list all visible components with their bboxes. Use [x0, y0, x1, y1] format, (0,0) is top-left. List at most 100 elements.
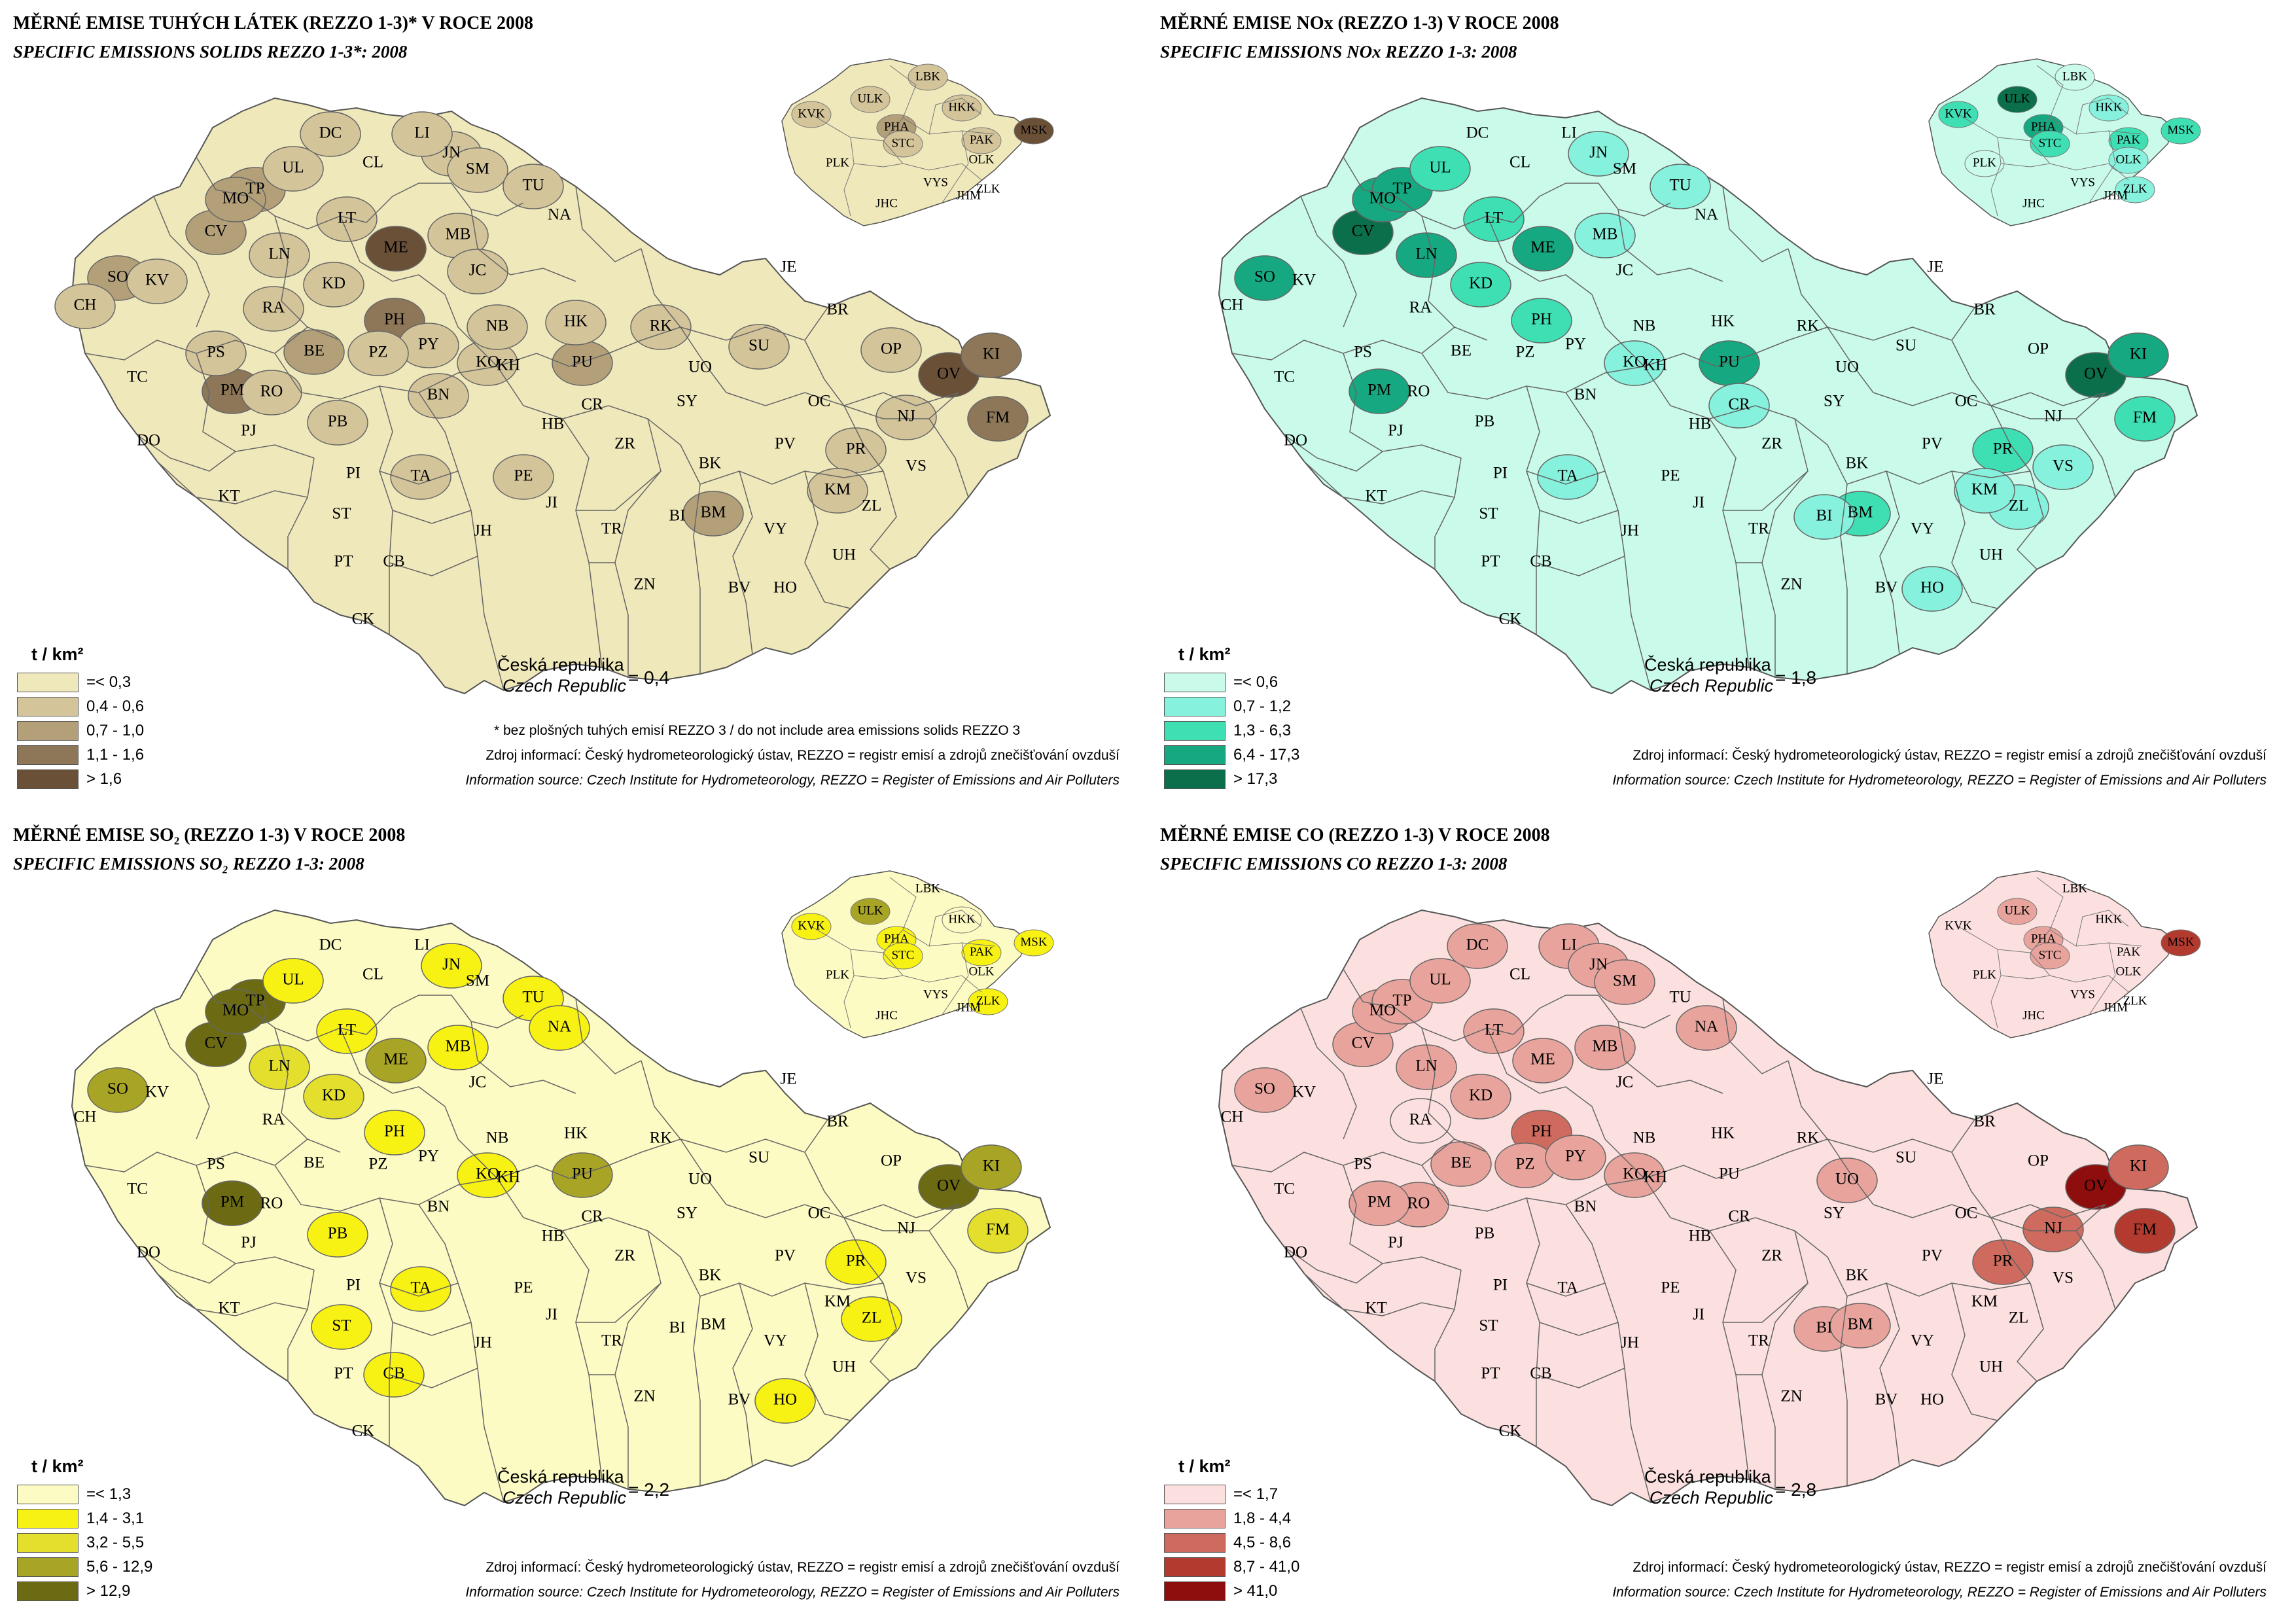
- district-label-fm: FM: [986, 1221, 1010, 1239]
- district-label-st: ST: [332, 505, 351, 523]
- district-boundary: [340, 1027, 459, 1140]
- district-label-hb: HB: [1689, 1227, 1712, 1245]
- district-boundary: [287, 457, 315, 569]
- district-boundary: [379, 1282, 459, 1297]
- footnote: * bez plošných tuhých emisí REZZO 3 / do…: [494, 723, 1021, 738]
- district-boundary: [1303, 461, 1455, 504]
- district-label-br: BR: [1973, 1113, 1996, 1131]
- district-boundary: [843, 392, 959, 419]
- district-boundary: [562, 405, 701, 674]
- inset-region-msk-fill: [1014, 117, 1054, 145]
- district-ul-fill: [262, 146, 324, 192]
- district-boundary: [576, 470, 662, 511]
- panel-solids: MĚRNÉ EMISE TUHÝCH LÁTEK (REZZO 1-3)* V …: [0, 0, 1147, 812]
- district-label-op: OP: [881, 340, 902, 358]
- district-label-ji: JI: [1693, 494, 1704, 512]
- district-boundary: [137, 434, 236, 472]
- district-label-zn: ZN: [1780, 576, 1802, 593]
- district-label-kv: KV: [145, 272, 169, 289]
- inset-label-stc: STC: [892, 948, 915, 962]
- district-label-oc: OC: [808, 393, 831, 410]
- district-label-bm: BM: [701, 504, 726, 521]
- district-label-so: SO: [1254, 268, 1275, 286]
- country-total-label: Česká republika Czech Republic: [497, 1466, 626, 1508]
- district-label-li: LI: [414, 124, 430, 142]
- district-boundary: [732, 1282, 753, 1467]
- legend-label: 0,7 - 1,2: [1233, 697, 1292, 715]
- district-boundary: [287, 1269, 315, 1381]
- district-boundary: [1722, 186, 1789, 262]
- district-boundary: [1846, 1282, 2031, 1297]
- district-boundary: [1539, 1322, 1619, 1336]
- district-label-vy: VY: [1911, 1332, 1934, 1350]
- legend-label: =< 0,6: [1233, 673, 1279, 691]
- legend-label: =< 0,3: [86, 673, 132, 691]
- district-boundary: [614, 1230, 662, 1489]
- district-label-bn: BN: [427, 1198, 450, 1216]
- district-label-ro: RO: [260, 1195, 283, 1212]
- district-label-ph: PH: [384, 311, 405, 328]
- district-boundary: [1284, 434, 1383, 472]
- district-kd-fill: [1450, 262, 1511, 308]
- legend-swatch: [1164, 672, 1226, 692]
- district-boundary: [1536, 1368, 1625, 1388]
- district-label-cr: CR: [581, 396, 603, 414]
- district-label-zl: ZL: [862, 1309, 882, 1327]
- district-label-fm: FM: [986, 409, 1010, 427]
- district-label-br: BR: [826, 1113, 849, 1131]
- district-lt-fill: [1463, 1008, 1525, 1054]
- district-boundary: [575, 998, 642, 1074]
- inset-label-kvk: KVK: [798, 107, 824, 120]
- source-cz: Zdroj informací: Český hydrometeorologic…: [485, 748, 1120, 763]
- district-fm-fill: [2114, 1208, 2176, 1254]
- district-zl-fill: [841, 1296, 902, 1342]
- legend-swatch: [1164, 720, 1226, 741]
- inset-boundary: [853, 163, 904, 168]
- inset-region-stc-fill: [883, 942, 923, 970]
- legend-item: 1,3 - 6,3: [1164, 718, 1299, 743]
- district-so-fill: [1234, 255, 1296, 301]
- legend-unit: t / km²: [31, 1456, 84, 1476]
- district-label-jn: JN: [442, 956, 461, 974]
- legend-label: =< 1,3: [86, 1485, 132, 1503]
- inset-label-kvk: KVK: [798, 919, 824, 932]
- legend-label: 6,4 - 17,3: [1233, 745, 1300, 764]
- district-ta-fill: [390, 1266, 451, 1312]
- district-label-li: LI: [1561, 936, 1577, 954]
- country-name-cz: Česká republika: [497, 655, 624, 675]
- inset-region-zlk-fill: [2115, 176, 2155, 203]
- legend-item: > 1,6: [17, 767, 144, 791]
- district-me-fill: [1512, 1038, 1574, 1084]
- district-label-ko: KO: [476, 353, 499, 371]
- map-title: MĚRNÉ EMISE CO (REZZO 1-3) V ROCE 2008: [1160, 825, 1550, 845]
- district-label-jc: JC: [469, 1074, 486, 1091]
- country-total-label: Česká republika Czech Republic: [497, 654, 626, 696]
- district-boundary: [1434, 1269, 1462, 1381]
- inset-label-vys: VYS: [923, 987, 948, 1001]
- district-label-lt: LT: [1485, 209, 1503, 227]
- legend-swatch: [1164, 1532, 1226, 1553]
- district-label-na: NA: [548, 1018, 571, 1036]
- district-label-su: SU: [1896, 1149, 1916, 1167]
- legend-swatch: [17, 672, 79, 692]
- district-label-vs: VS: [2053, 1269, 2073, 1287]
- district-label-mb: MB: [446, 226, 471, 243]
- inset-boundary: [2030, 952, 2129, 993]
- source-cz: Zdroj informací: Český hydrometeorologic…: [1632, 1560, 2267, 1575]
- inset-label-msk: MSK: [2167, 935, 2194, 949]
- district-label-jn: JN: [1589, 144, 1608, 162]
- district-label-lt: LT: [338, 1021, 356, 1039]
- district-label-tc: TC: [127, 368, 148, 386]
- district-label-ji: JI: [1693, 1306, 1704, 1324]
- district-boundary: [804, 1282, 851, 1421]
- inset-region-stc-fill: [2030, 130, 2070, 158]
- district-label-ov: OV: [937, 1177, 961, 1195]
- district-boundary: [680, 1119, 828, 1153]
- legend-label: 3,2 - 5,5: [86, 1533, 145, 1551]
- district-label-tu: TU: [1669, 989, 1691, 1006]
- district-ul-fill: [1409, 958, 1471, 1004]
- district-jn-fill: [421, 943, 482, 989]
- district-label-bk: BK: [1846, 455, 1869, 472]
- district-hk-fill: [545, 300, 607, 345]
